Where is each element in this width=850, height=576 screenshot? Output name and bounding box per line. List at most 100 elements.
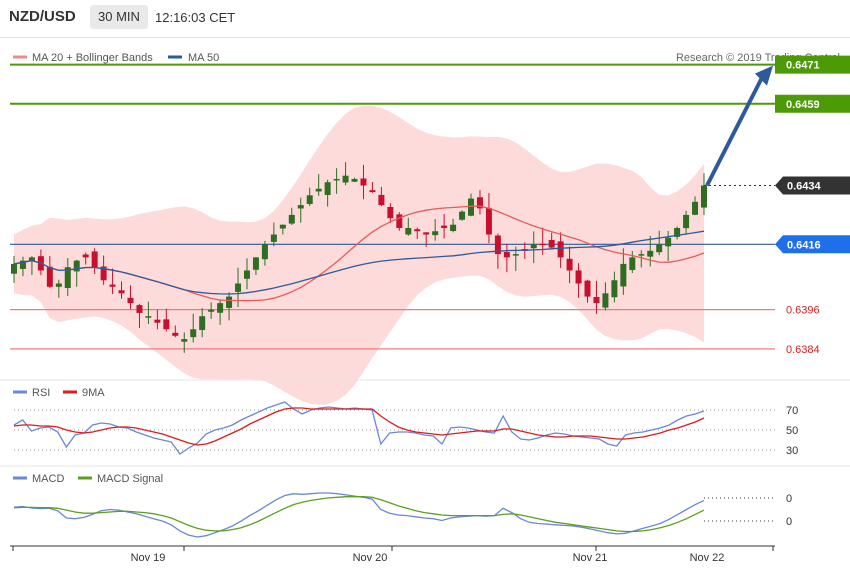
projection-arrow (705, 65, 773, 187)
candle-body (55, 283, 62, 287)
candle-body (82, 254, 89, 258)
candle-body (405, 227, 412, 235)
candle-body (127, 297, 134, 304)
macd-label: MACD (32, 473, 64, 485)
rsi-panel: 70 50 30 (13, 401, 798, 457)
price-labels: 0.6471 0.6459 0.6416 0.6396 0.6384 0.6434 (775, 55, 850, 356)
candle-body (593, 297, 600, 304)
candle-body (414, 229, 421, 232)
current-price-box (775, 176, 850, 195)
candle-body (243, 270, 250, 279)
candle-body (118, 290, 125, 294)
macd-signal-label: MACD Signal (97, 473, 163, 485)
candle-body (539, 243, 546, 246)
candle-body (512, 254, 519, 256)
macd-signal-line (13, 496, 705, 533)
ma50-label-box (775, 235, 850, 254)
candle-body (360, 178, 367, 186)
candle-body (226, 296, 233, 308)
macd-legend: MACD MACD Signal (13, 473, 163, 485)
candle-body (575, 270, 582, 284)
rsi-ma-line (13, 407, 705, 446)
candle-body (351, 178, 358, 182)
candle-body (629, 257, 636, 270)
macd-line (13, 492, 705, 538)
candle-body (701, 185, 707, 208)
chart-header: NZD/USD 30 MIN 12:16:03 CET (0, 0, 850, 36)
candle-body (369, 190, 376, 193)
candle-body (485, 207, 492, 235)
candle-body (638, 254, 645, 256)
candle-body (557, 241, 564, 258)
rsi-ma-label: 9MA (82, 387, 105, 399)
support-level-0.6396: 0.6396 (786, 305, 820, 317)
time-axis-label: Nov 20 (353, 552, 388, 564)
candle-body (154, 319, 161, 323)
candle-body (396, 214, 403, 228)
bollinger-band-fill (14, 105, 704, 405)
candle-body (548, 240, 555, 248)
candle-body (163, 319, 170, 330)
candle-body (73, 260, 80, 272)
target-label-box (775, 94, 850, 113)
candle-body (441, 225, 448, 228)
candle-body (109, 284, 116, 287)
time-axis-label: Nov 19 (131, 552, 166, 564)
candle-body (235, 283, 242, 292)
candle-body (217, 303, 224, 313)
candle-body (145, 316, 152, 318)
current-time: 12:16:03 CET (155, 10, 236, 25)
candle-body (530, 244, 537, 249)
candle-body (476, 197, 483, 209)
price-legend: MA 20 + Bollinger Bands MA 50 Research ©… (13, 52, 840, 64)
time-axis-label: Nov 22 (690, 552, 725, 564)
rsi-tick-label: 70 (786, 405, 798, 417)
candle-body (620, 263, 627, 287)
candle-body (208, 309, 215, 312)
candle-body (190, 329, 197, 338)
target-level-0.6471: 0.6471 (786, 60, 820, 72)
candle-body (333, 178, 340, 181)
candle-body (566, 258, 573, 271)
candle-body (342, 175, 349, 183)
support-level-0.6384: 0.6384 (786, 344, 820, 356)
candle-body (468, 198, 475, 216)
macd-panel: 00 (13, 492, 792, 538)
candle-body (288, 214, 295, 224)
time-axis-label: Nov 21 (573, 552, 608, 564)
candle-body (270, 234, 277, 242)
time-axis: Nov 19 Nov 20 Nov 21 Nov 22 (12, 546, 774, 564)
rsi-legend: RSI 9MA (13, 387, 105, 399)
macd-tick-label: 0 (786, 493, 792, 505)
target-level-0.6459: 0.6459 (786, 99, 820, 111)
candle-body (261, 244, 268, 260)
candle-body (306, 195, 313, 204)
ma50-level-0.6416: 0.6416 (787, 239, 821, 251)
candle-body (432, 231, 439, 236)
candle-body (683, 214, 690, 229)
candle-body (297, 205, 304, 209)
candle-body (647, 250, 654, 257)
candle-body (315, 188, 322, 192)
rsi-tick-label: 30 (786, 445, 798, 457)
current-price-label: 0.6434 (787, 180, 822, 192)
candle-body (28, 257, 35, 261)
rsi-tick-label: 50 (786, 425, 798, 437)
candle-body (11, 263, 17, 274)
header-divider (0, 37, 850, 38)
legend-ma20-label: MA 20 + Bollinger Bands (32, 52, 153, 64)
legend-ma50-label: MA 50 (188, 52, 219, 64)
candle-body (199, 316, 206, 331)
bollinger-bands (14, 105, 704, 405)
macd-tick-label: 0 (786, 516, 792, 528)
candle-body (279, 224, 286, 229)
candle-body (378, 194, 385, 206)
price-levels (10, 63, 775, 350)
target-label-box (775, 55, 850, 74)
candle-body (172, 332, 179, 336)
candle-body (324, 182, 331, 195)
candle-body (100, 266, 107, 281)
timeframe-selector[interactable]: 30 MIN (90, 5, 148, 29)
candle-body (181, 339, 188, 342)
